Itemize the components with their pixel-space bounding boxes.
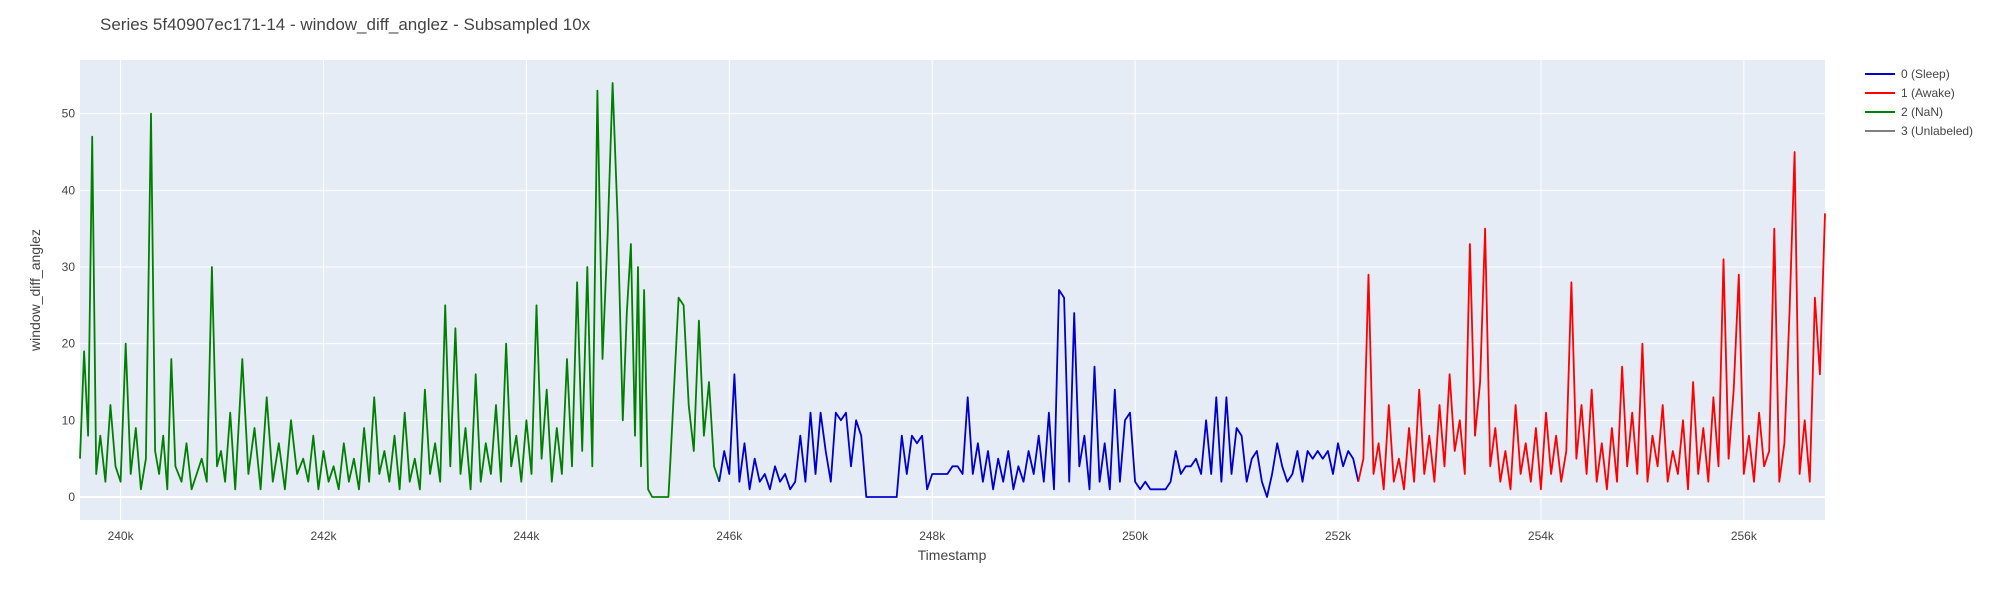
x-tick-label: 254k	[1528, 529, 1555, 543]
series-lines	[79, 82, 1826, 498]
x-tick-label: 252k	[1325, 529, 1352, 543]
x-tick-label: 256k	[1731, 529, 1758, 543]
x-tick-label: 244k	[513, 529, 540, 543]
series-line[interactable]	[718, 289, 1360, 498]
y-tick-label: 20	[62, 337, 76, 351]
x-tick-label: 248k	[919, 529, 946, 543]
chart-title: Series 5f40907ec171-14 - window_diff_ang…	[100, 15, 591, 34]
x-axis-ticks: 240k 242k 244k 246k 248k 250k 252k 254k 256k	[108, 529, 1758, 543]
x-axis-title: Timestamp	[918, 547, 987, 563]
grid-lines	[80, 60, 1825, 520]
legend: 0 (Sleep) 1 (Awake) 2 (NaN) 3 (Unlabeled)	[1865, 67, 1973, 138]
x-tick-label: 240k	[108, 529, 135, 543]
y-tick-label: 30	[62, 260, 76, 274]
y-axis-ticks: 0 10 20 30 40 50	[62, 107, 76, 504]
y-tick-label: 0	[68, 490, 75, 504]
legend-label[interactable]: 1 (Awake)	[1901, 86, 1955, 100]
y-axis-title: window_diff_anglez	[27, 229, 43, 352]
x-tick-label: 242k	[310, 529, 337, 543]
x-tick-label: 246k	[716, 529, 743, 543]
legend-label[interactable]: 3 (Unlabeled)	[1901, 124, 1973, 138]
series-line[interactable]	[79, 82, 721, 498]
series-line[interactable]	[1357, 151, 1826, 491]
y-tick-label: 50	[62, 107, 76, 121]
plot-area[interactable]	[80, 60, 1825, 520]
legend-label[interactable]: 2 (NaN)	[1901, 105, 1943, 119]
y-tick-label: 40	[62, 183, 76, 197]
legend-label[interactable]: 0 (Sleep)	[1901, 67, 1950, 81]
x-tick-label: 250k	[1122, 529, 1149, 543]
y-tick-label: 10	[62, 413, 76, 427]
